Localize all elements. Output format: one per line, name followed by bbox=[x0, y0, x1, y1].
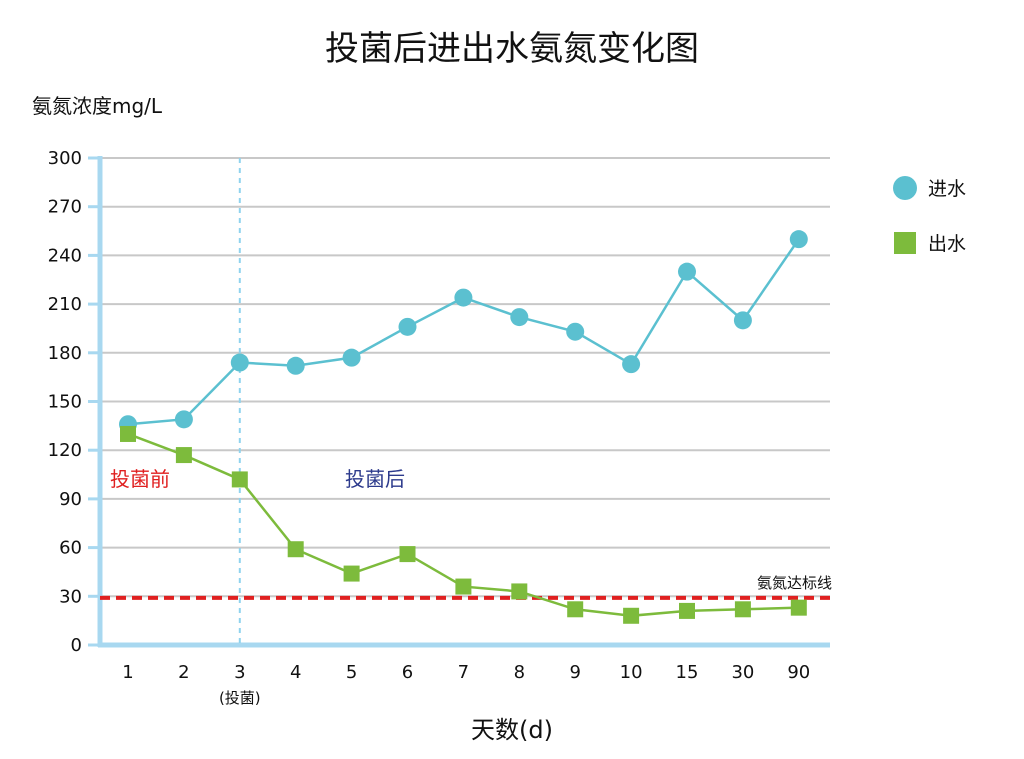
series-effluent bbox=[120, 425, 807, 624]
y-tick-label: 300 bbox=[48, 148, 82, 169]
data-point bbox=[734, 601, 751, 618]
data-point bbox=[510, 308, 529, 327]
data-point bbox=[398, 317, 417, 336]
data-point bbox=[399, 546, 416, 563]
data-point bbox=[230, 353, 249, 372]
x-tick-label: 30 bbox=[731, 662, 754, 683]
series-group bbox=[119, 230, 808, 624]
x-tick-label: 4 bbox=[290, 662, 301, 683]
data-point bbox=[342, 348, 361, 367]
x-tick-label: 1 bbox=[122, 662, 133, 683]
x-tick-label: 15 bbox=[676, 662, 699, 683]
legend-label: 进水 bbox=[928, 178, 966, 200]
data-point bbox=[174, 410, 193, 429]
data-point bbox=[343, 565, 360, 582]
data-point bbox=[623, 607, 640, 624]
data-point bbox=[566, 322, 585, 341]
data-point bbox=[286, 356, 305, 375]
y-tick-label: 120 bbox=[48, 440, 82, 461]
data-point bbox=[175, 447, 192, 464]
y-tick-label: 30 bbox=[59, 586, 82, 607]
data-point bbox=[678, 262, 696, 281]
y-axis-label: 氨氮浓度mg/L bbox=[32, 94, 163, 118]
x-tick-label: 2 bbox=[178, 662, 189, 683]
x-tick-label: 5 bbox=[346, 662, 357, 683]
y-tick-label: 0 bbox=[71, 635, 82, 656]
region-label-before: 投菌前 bbox=[110, 467, 170, 491]
legend-marker bbox=[893, 176, 917, 200]
y-tick-label: 210 bbox=[48, 294, 82, 315]
data-point bbox=[287, 541, 304, 558]
y-tick-label: 240 bbox=[48, 245, 82, 266]
data-point bbox=[120, 425, 136, 442]
reference-line: 氨氮达标线 bbox=[100, 574, 832, 600]
x-axis-label: 天数(d) bbox=[471, 716, 553, 744]
reference-line-label: 氨氮达标线 bbox=[757, 574, 832, 592]
chart-title: 投菌后进出水氨氮变化图 bbox=[325, 29, 699, 69]
legend-marker bbox=[894, 232, 916, 254]
x-tick-label: 90 bbox=[787, 662, 810, 683]
data-point bbox=[231, 471, 248, 488]
x-tick-labels: 1 2 3 4 5 6 7 8 9 10 15 30 90 (投菌) bbox=[122, 662, 810, 707]
x-tick-label: 3 bbox=[234, 662, 245, 683]
series-line bbox=[127, 238, 800, 426]
data-point bbox=[733, 311, 752, 330]
data-point bbox=[455, 578, 472, 595]
data-point bbox=[511, 583, 528, 600]
x-tick-label: 10 bbox=[620, 662, 643, 683]
region-label-after: 投菌后 bbox=[345, 467, 405, 491]
data-point bbox=[679, 602, 695, 619]
region-labels: 投菌前 投菌后 bbox=[110, 467, 405, 491]
x-tick-label: 8 bbox=[514, 662, 525, 683]
y-tick-label: 180 bbox=[48, 343, 82, 364]
data-point bbox=[622, 355, 641, 374]
x-tick-label: 7 bbox=[458, 662, 469, 683]
y-tick-label: 90 bbox=[59, 489, 82, 510]
data-point bbox=[790, 599, 807, 616]
legend-label: 出水 bbox=[928, 233, 966, 255]
data-point bbox=[789, 230, 808, 249]
gridlines bbox=[100, 157, 830, 598]
x-tick-note: (投菌) bbox=[219, 689, 261, 707]
y-tick-labels: 0 30 60 90 120 150 180 210 240 270 300 bbox=[48, 148, 82, 656]
series-influent bbox=[119, 230, 808, 434]
y-tick-label: 150 bbox=[48, 392, 82, 413]
y-tick-label: 270 bbox=[48, 197, 82, 218]
axes bbox=[88, 156, 830, 648]
data-point bbox=[454, 288, 473, 307]
x-tick-label: 6 bbox=[402, 662, 413, 683]
data-point bbox=[567, 601, 584, 618]
x-tick-label: 9 bbox=[569, 662, 580, 683]
y-tick-label: 60 bbox=[59, 538, 82, 559]
